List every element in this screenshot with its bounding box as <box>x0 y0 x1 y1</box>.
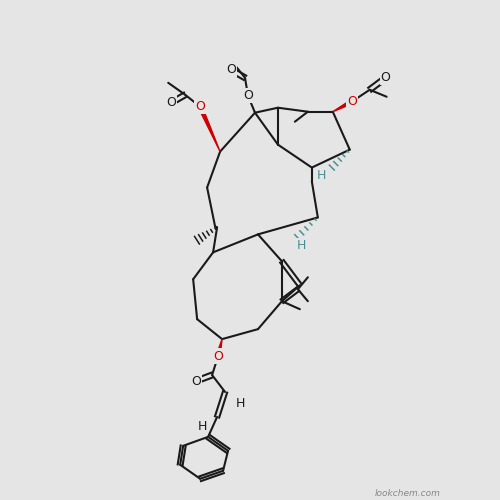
Text: lookchem.com: lookchem.com <box>374 488 440 498</box>
Text: O: O <box>243 90 253 102</box>
Polygon shape <box>216 339 222 356</box>
Text: O: O <box>213 350 223 362</box>
Text: O: O <box>166 96 176 109</box>
Polygon shape <box>333 100 352 112</box>
Text: H: H <box>317 169 326 182</box>
Text: O: O <box>191 374 201 388</box>
Text: H: H <box>198 420 207 434</box>
Text: H: H <box>297 239 306 252</box>
Text: H: H <box>236 398 244 410</box>
Polygon shape <box>198 106 220 152</box>
Text: O: O <box>380 72 390 85</box>
Text: O: O <box>347 95 356 108</box>
Text: O: O <box>226 64 236 76</box>
Text: O: O <box>195 100 205 113</box>
